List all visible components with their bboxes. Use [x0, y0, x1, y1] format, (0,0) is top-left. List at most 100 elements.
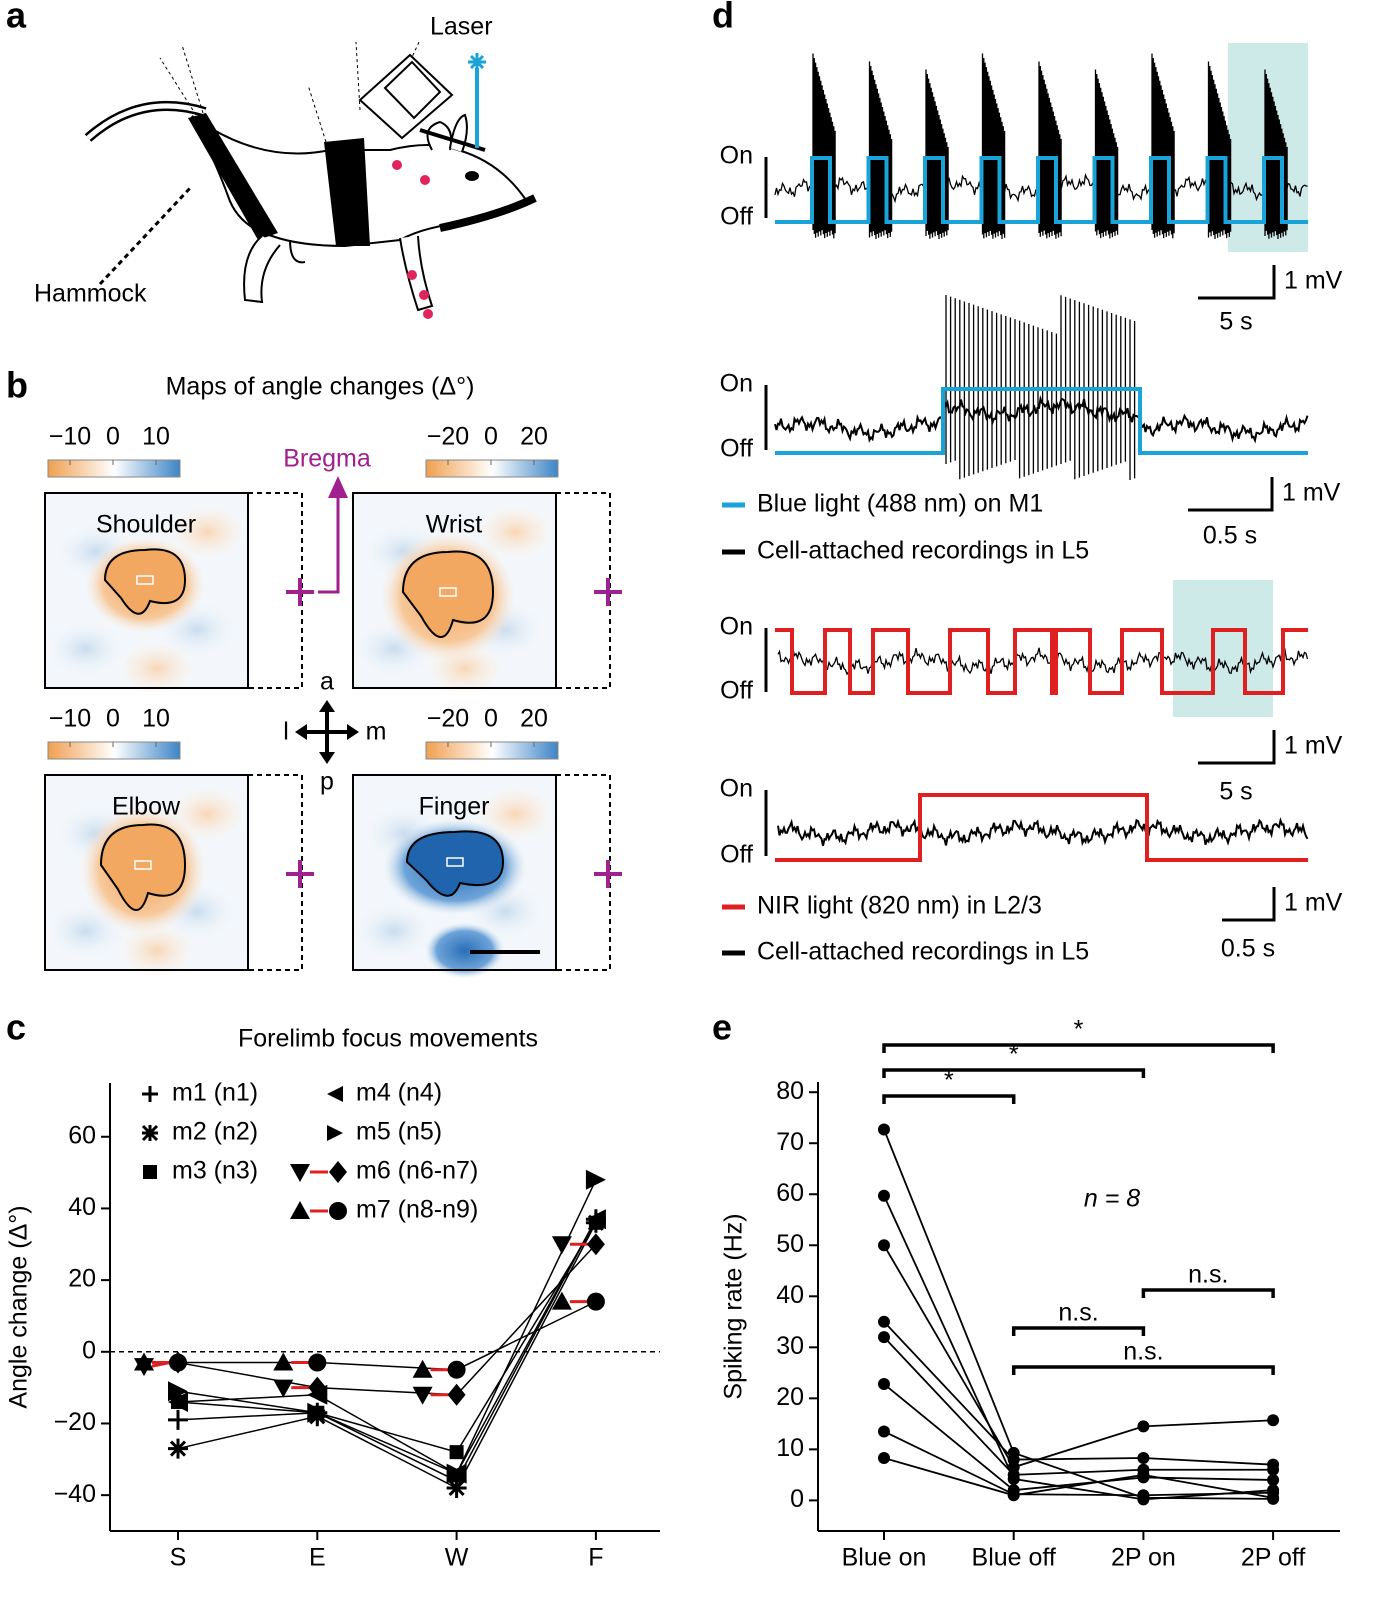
marker — [585, 1169, 606, 1190]
map-marker — [134, 860, 152, 870]
map-contour — [99, 823, 187, 911]
map-marker — [439, 587, 457, 597]
maps: Shoulder −10 0 10 Wrist −20 0 20 Elbow −10 0 10 Fing… — [44, 423, 622, 979]
bregma-cross — [594, 860, 622, 888]
marker — [412, 1359, 433, 1378]
traces: On Off 1 mV 5 s On Off 1 mV 0.5 s On Off 1 mV 5 s On… — [720, 43, 1343, 963]
data-point — [1137, 1420, 1150, 1433]
map-frame — [44, 492, 249, 689]
marker — [168, 1391, 188, 1412]
series-line — [177, 1218, 597, 1482]
legend-text: Cell-attached recordings in L5 — [757, 938, 1089, 966]
x-tick-label: F — [588, 1544, 603, 1572]
x-tick-label: 2P off — [1241, 1544, 1305, 1572]
data-point — [1007, 1489, 1020, 1502]
marker — [551, 1291, 572, 1310]
data-point — [878, 1123, 890, 1136]
map-label: Wrist — [426, 511, 483, 539]
light-step — [775, 793, 1308, 862]
x-tick-label: W — [445, 1544, 469, 1572]
scale-label: 0.5 s — [1221, 935, 1275, 963]
marker — [551, 1236, 572, 1255]
colorbar-tick-label: 10 — [142, 705, 170, 733]
y-tick-label: 30 — [776, 1332, 804, 1360]
map-patch — [167, 504, 248, 560]
legend-marker — [329, 1202, 347, 1220]
scale-label: 1 mV — [1284, 732, 1343, 760]
y-tick-label: 50 — [776, 1230, 804, 1258]
significance-bracket — [1011, 1365, 1275, 1375]
scale-label: 5 s — [1219, 778, 1252, 806]
y-tick-label: 0 — [82, 1336, 96, 1364]
data-point — [1267, 1491, 1280, 1504]
on-label: On — [720, 370, 753, 398]
x-tick-label: Blue off — [972, 1544, 1056, 1572]
significance-label: * — [1074, 1016, 1084, 1044]
data-point — [878, 1331, 890, 1344]
series-line — [178, 1300, 597, 1371]
scale-label: 0.5 s — [1203, 522, 1257, 550]
y-tick-label: 60 — [776, 1179, 804, 1207]
legend-marker — [329, 1161, 347, 1183]
significance-label: n.s. — [1123, 1338, 1163, 1366]
marker — [307, 1402, 328, 1423]
marker — [447, 1383, 466, 1406]
significance-label: * — [1009, 1041, 1019, 1069]
map-patch — [475, 504, 556, 560]
colorbar-tick-label: 0 — [484, 705, 498, 733]
data-point — [1137, 1468, 1150, 1481]
map-extension — [248, 492, 303, 689]
panel-label: b — [6, 365, 28, 406]
light-pulses — [775, 156, 1308, 224]
y-axis-label: Spiking rate (Hz) — [720, 1213, 748, 1399]
series-line — [883, 1383, 1274, 1492]
data-point — [1267, 1414, 1280, 1427]
legend-marker — [143, 1165, 157, 1179]
colorbar-tick-label: −20 — [427, 423, 469, 451]
y-tick-label: 40 — [776, 1281, 804, 1309]
data-point — [878, 1315, 890, 1328]
significance-bracket — [882, 1043, 1275, 1053]
x-tick-label: E — [309, 1544, 326, 1572]
marker — [447, 1360, 466, 1379]
marker — [168, 1381, 188, 1402]
legend-text: m5 (n5) — [356, 1118, 442, 1146]
recording-trace — [777, 647, 1309, 676]
marker — [449, 1445, 464, 1460]
legend-marker — [290, 1201, 310, 1219]
y-tick-label: 40 — [68, 1193, 96, 1221]
legend-text: m4 (n4) — [356, 1079, 442, 1107]
colorbar-tick-label: 0 — [106, 423, 120, 451]
marker — [446, 1463, 467, 1484]
data-point — [1267, 1463, 1280, 1476]
compass-label: a — [320, 668, 334, 696]
legend-marker — [141, 1124, 159, 1142]
series-line — [177, 1243, 597, 1396]
marker — [134, 1352, 154, 1371]
legend-marker — [290, 1164, 310, 1182]
panel-label: c — [6, 1007, 26, 1048]
marker — [168, 1438, 188, 1459]
data-point — [1007, 1453, 1020, 1466]
colorbar — [425, 459, 559, 478]
legend-text: Cell-attached recordings in L5 — [757, 537, 1089, 565]
y-tick-label: 20 — [68, 1265, 96, 1293]
legend-text: m2 (n2) — [172, 1118, 258, 1146]
marker — [308, 1353, 327, 1372]
panel-label: a — [6, 0, 27, 36]
data-point — [878, 1452, 890, 1465]
map-contour — [405, 830, 505, 897]
series-line — [883, 1244, 1274, 1469]
legend-text: m3 (n3) — [172, 1157, 258, 1185]
map-extension — [248, 774, 303, 971]
colorbar — [47, 459, 181, 478]
colorbar — [47, 741, 181, 760]
series-line — [177, 1218, 597, 1475]
bregma-arrowhead — [328, 476, 348, 498]
significance-bracket — [882, 1068, 1146, 1078]
y-tick-label: 20 — [776, 1383, 804, 1411]
panel-label: e — [712, 1007, 732, 1048]
series-line — [177, 1222, 597, 1454]
map-frame — [352, 492, 557, 689]
highlight — [1173, 580, 1273, 717]
